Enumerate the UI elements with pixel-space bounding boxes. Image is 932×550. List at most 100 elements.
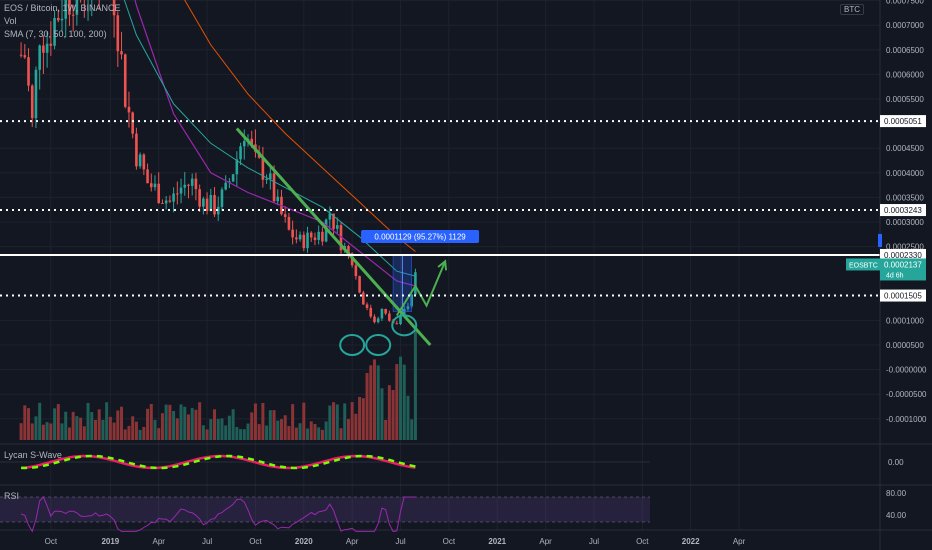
candle-body[interactable] (19, 54, 23, 56)
candle-body[interactable] (365, 304, 369, 308)
candle-body[interactable] (347, 246, 350, 254)
candle-body[interactable] (202, 198, 205, 207)
volume-legend[interactable]: Vol (4, 16, 17, 26)
candle-body[interactable] (402, 308, 406, 315)
candle-body[interactable] (295, 237, 298, 240)
level-label-box[interactable] (880, 115, 926, 128)
candle-body[interactable] (149, 183, 153, 188)
candle-body[interactable] (414, 272, 417, 295)
candle-body[interactable] (231, 174, 235, 182)
candle-body[interactable] (283, 214, 287, 217)
candle-body[interactable] (71, 14, 75, 16)
candle-body[interactable] (64, 0, 68, 19)
candle-body[interactable] (399, 314, 402, 325)
candle-body[interactable] (131, 112, 134, 134)
candle-body[interactable] (317, 231, 320, 240)
candle-body[interactable] (161, 202, 164, 204)
measure-label-box[interactable] (361, 229, 480, 243)
candle-body[interactable] (269, 173, 272, 179)
candle-body[interactable] (153, 183, 157, 188)
candle-body[interactable] (339, 225, 343, 251)
candle-body[interactable] (265, 178, 268, 180)
highlight-ellipse[interactable] (339, 334, 366, 356)
candle-body[interactable] (332, 213, 335, 229)
candle-body[interactable] (53, 17, 56, 46)
candle-body[interactable] (123, 54, 127, 107)
candle-body[interactable] (298, 234, 302, 240)
candle-body[interactable] (179, 187, 183, 194)
candle-body[interactable] (335, 225, 339, 229)
candle-body[interactable] (157, 183, 161, 203)
candle-body[interactable] (321, 231, 324, 242)
level-label-box[interactable] (880, 289, 926, 302)
candle-body[interactable] (388, 313, 391, 321)
candle-body[interactable] (27, 57, 30, 86)
candle-body[interactable] (291, 229, 294, 238)
candle-body[interactable] (164, 200, 168, 204)
candle-body[interactable] (116, 15, 120, 52)
level-label-box[interactable] (880, 248, 926, 261)
candle-body[interactable] (75, 0, 79, 15)
symbol-legend[interactable]: EOS / Bitcoin, 1W, BINANCE (4, 3, 121, 13)
candle-body[interactable] (45, 43, 49, 53)
highlight-ellipse[interactable] (391, 314, 418, 337)
rsi-legend[interactable]: RSI (4, 491, 20, 501)
price-tag-symbol-box[interactable] (846, 258, 882, 271)
candle-body[interactable] (369, 307, 373, 317)
candle-body[interactable] (38, 45, 41, 70)
candle-body[interactable] (272, 173, 276, 202)
candle-body[interactable] (34, 69, 38, 119)
candle-body[interactable] (209, 195, 213, 211)
candle-body[interactable] (146, 169, 149, 184)
candle-body[interactable] (198, 189, 201, 207)
candle-body[interactable] (313, 237, 317, 240)
candle-body[interactable] (235, 159, 239, 175)
candle-body[interactable] (354, 265, 358, 277)
candle-body[interactable] (187, 184, 190, 186)
candle-body[interactable] (287, 216, 291, 230)
candle-body[interactable] (380, 308, 384, 319)
lycan-legend[interactable]: Lycan S-Wave (4, 450, 62, 460)
candle-body[interactable] (406, 306, 410, 309)
candle-body[interactable] (373, 316, 376, 323)
candle-body[interactable] (135, 133, 138, 167)
candle-body[interactable] (142, 154, 146, 170)
candle-body[interactable] (220, 189, 224, 207)
price-tag-box[interactable] (880, 258, 926, 281)
candle-body[interactable] (302, 234, 306, 249)
candle-body[interactable] (190, 178, 194, 186)
candle-body[interactable] (239, 146, 242, 160)
level-label-box[interactable] (880, 204, 926, 217)
candle-body[interactable] (376, 318, 380, 323)
candle-body[interactable] (261, 157, 265, 180)
candle-body[interactable] (127, 106, 131, 113)
candle-body[interactable] (328, 213, 332, 220)
candle-body[interactable] (250, 138, 254, 145)
candle-body[interactable] (205, 198, 209, 211)
candle-body[interactable] (23, 55, 27, 58)
candle-body[interactable] (172, 193, 175, 202)
candle-body[interactable] (216, 206, 220, 215)
candle-body[interactable] (276, 196, 280, 202)
candle-body[interactable] (60, 18, 64, 21)
candle-body[interactable] (362, 292, 365, 305)
candle-body[interactable] (384, 308, 387, 314)
sma-legend[interactable]: SMA (7, 30, 50, 100, 200) (4, 29, 107, 39)
candle-body[interactable] (120, 51, 123, 55)
downtrend-line[interactable] (235, 127, 432, 346)
candle-body[interactable] (112, 0, 116, 16)
candle-body[interactable] (138, 154, 142, 167)
horizontal-levels[interactable] (0, 120, 880, 297)
currency-badge[interactable]: BTC (840, 4, 864, 15)
candle-body[interactable] (306, 232, 309, 249)
candle-body[interactable] (49, 43, 53, 46)
candle-body[interactable] (30, 85, 34, 119)
candle-body[interactable] (358, 276, 361, 293)
candle-body[interactable] (194, 178, 198, 190)
candle-body[interactable] (395, 323, 399, 325)
candle-body[interactable] (68, 0, 71, 15)
candle-body[interactable] (56, 17, 60, 21)
candle-body[interactable] (224, 182, 227, 190)
candle-body[interactable] (168, 200, 172, 202)
candle-body[interactable] (183, 184, 187, 188)
